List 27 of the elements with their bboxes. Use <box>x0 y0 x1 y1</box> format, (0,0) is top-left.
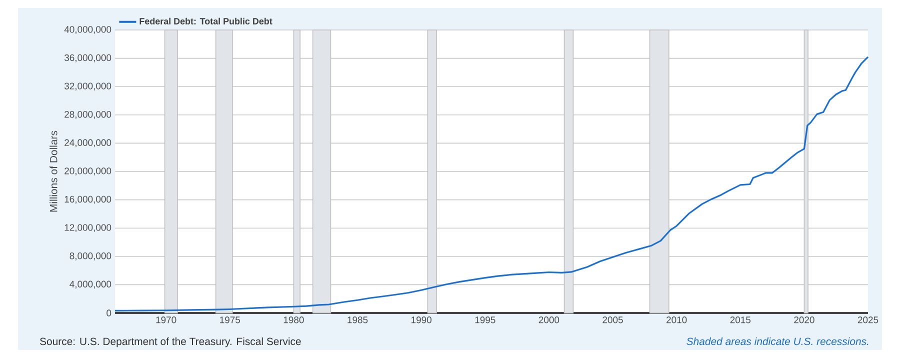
x-tick-label: 1975 <box>220 316 240 324</box>
legend-label: Federal Debt: Total Public Debt <box>140 18 272 24</box>
y-tick-label: 28,000,000 <box>64 110 112 119</box>
source-note: Source: U.S. Department of the Treasury. Fiscal Service <box>40 337 301 348</box>
y-tick-label: 16,000,000 <box>64 196 112 204</box>
y-tick-label: 4,000,000 <box>70 280 112 289</box>
y-tick-label: 0 <box>106 310 112 316</box>
text: Shaded areas indicate U.S. recessions. <box>686 337 868 346</box>
x-tick-label: 2000 <box>538 316 560 324</box>
y-axis-title: Millions of Dollars <box>50 130 58 212</box>
y-tick-label: 24,000,000 <box>64 139 112 148</box>
x-tick-label: 2025 <box>858 316 878 324</box>
y-tick-label: 8,000,000 <box>70 252 112 260</box>
x-tick-label: 2015 <box>730 316 751 324</box>
y-tick-label: 32,000,000 <box>64 82 112 91</box>
y-tick-label: 36,000,000 <box>64 54 112 62</box>
y-tick-label: 12,000,000 <box>64 224 112 232</box>
x-tick-label: 1990 <box>412 316 432 324</box>
x-tick-label: 1995 <box>475 316 496 324</box>
x-tick-label: 1980 <box>284 316 304 324</box>
x-tick-label: 2010 <box>666 316 687 324</box>
x-tick-label: 1985 <box>348 316 368 324</box>
y-tick-label: 20,000,000 <box>64 168 112 176</box>
x-tick-label: 2005 <box>602 316 623 324</box>
x-tick-label: 1970 <box>156 316 176 324</box>
y-tick-label: 40,000,000 <box>64 26 112 34</box>
x-tick-label: 2020 <box>794 316 814 324</box>
